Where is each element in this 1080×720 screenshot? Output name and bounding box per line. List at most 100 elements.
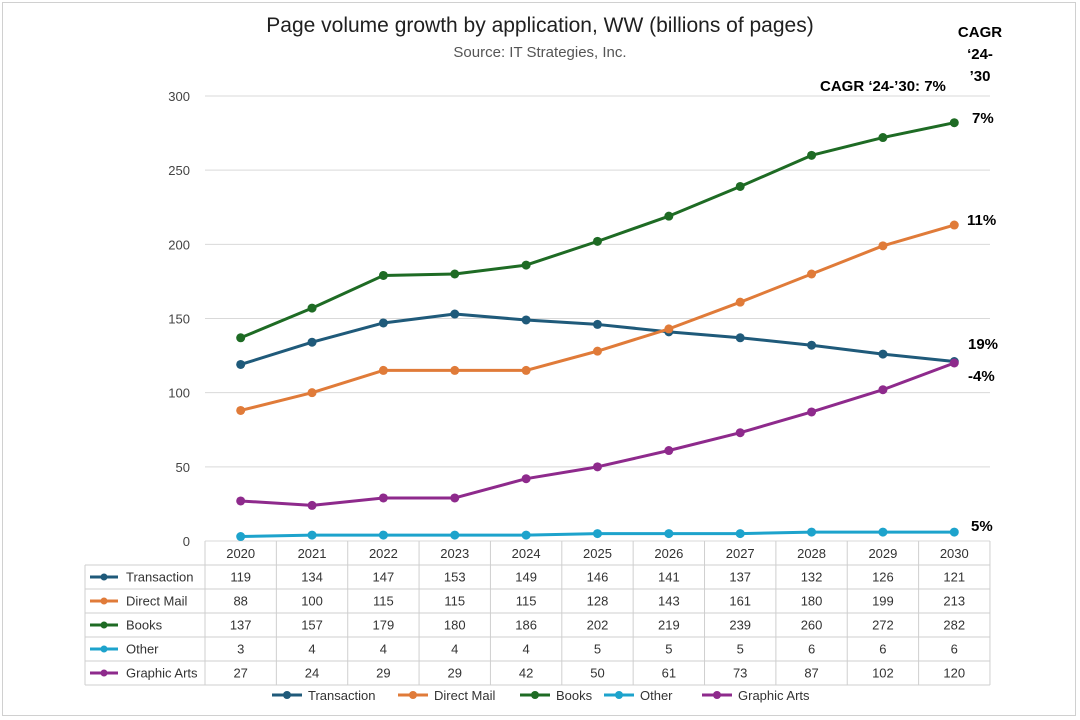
y-tick-label: 150 bbox=[168, 312, 190, 327]
table-cell: 121 bbox=[943, 570, 965, 585]
series-line bbox=[240, 121, 955, 340]
table-cell: 120 bbox=[943, 666, 965, 681]
table-cell: 102 bbox=[872, 666, 894, 681]
table-cell: 115 bbox=[444, 594, 465, 609]
table-cell: 100 bbox=[301, 594, 323, 609]
data-point bbox=[949, 527, 959, 537]
table-cell: 213 bbox=[943, 594, 965, 609]
table-series-label: Transaction bbox=[126, 570, 193, 585]
table-legend-marker bbox=[100, 645, 108, 653]
legend-marker bbox=[531, 691, 539, 699]
legend-marker bbox=[713, 691, 721, 699]
table-cell: 61 bbox=[662, 666, 676, 681]
table-cell: 126 bbox=[872, 570, 894, 585]
table-cell: 6 bbox=[879, 642, 886, 657]
table-cell: 4 bbox=[308, 642, 315, 657]
data-point bbox=[450, 309, 460, 319]
data-point bbox=[949, 358, 959, 368]
legend: Transaction Direct Mail Books Other Graphic … bbox=[272, 688, 810, 703]
data-point bbox=[735, 529, 745, 539]
table-cell: 153 bbox=[444, 570, 466, 585]
cagr-other: 5% bbox=[971, 518, 993, 535]
cagr-header: CAGR ‘24- ’30 bbox=[940, 22, 1020, 88]
data-point bbox=[450, 365, 460, 375]
series-lines bbox=[236, 118, 959, 542]
table-legend-marker bbox=[100, 621, 108, 629]
x-tick-label: 2024 bbox=[512, 546, 541, 561]
table-cell: 149 bbox=[515, 570, 537, 585]
data-point bbox=[236, 405, 246, 415]
x-tick-label: 2022 bbox=[369, 546, 398, 561]
table-cell: 132 bbox=[801, 570, 823, 585]
x-tick-label: 2025 bbox=[583, 546, 612, 561]
table-cell: 128 bbox=[587, 594, 609, 609]
table-cell: 282 bbox=[943, 618, 965, 633]
data-point bbox=[949, 220, 959, 230]
data-point bbox=[735, 181, 745, 191]
table-legend-marker bbox=[100, 573, 108, 581]
table-cell: 115 bbox=[516, 594, 537, 609]
table-cell: 4 bbox=[451, 642, 458, 657]
table-cell: 42 bbox=[519, 666, 533, 681]
data-point bbox=[236, 359, 246, 369]
table-series-label: Direct Mail bbox=[126, 594, 188, 609]
data-point bbox=[450, 493, 460, 503]
table-cell: 239 bbox=[729, 618, 751, 633]
y-tick-label: 0 bbox=[183, 534, 190, 549]
data-point bbox=[878, 349, 888, 359]
table-cell: 3 bbox=[237, 642, 244, 657]
table-cell: 186 bbox=[515, 618, 537, 633]
y-tick-label: 50 bbox=[176, 460, 190, 475]
data-point bbox=[378, 530, 388, 540]
data-point bbox=[807, 150, 817, 160]
table-cell: 87 bbox=[804, 666, 818, 681]
series-line bbox=[240, 223, 955, 412]
table-series-label: Graphic Arts bbox=[126, 666, 198, 681]
data-point bbox=[878, 527, 888, 537]
x-tick-label: 2030 bbox=[940, 546, 969, 561]
x-tick-label: 2023 bbox=[440, 546, 469, 561]
cagr-header-line-1: CAGR bbox=[957, 24, 1003, 41]
data-point bbox=[592, 346, 602, 356]
table-series-label: Books bbox=[126, 618, 163, 633]
data-point bbox=[307, 530, 317, 540]
data-point bbox=[521, 260, 531, 270]
data-point bbox=[664, 529, 674, 539]
legend-label: Books bbox=[556, 688, 593, 703]
legend-marker bbox=[615, 691, 623, 699]
data-point bbox=[378, 270, 388, 280]
data-point bbox=[878, 241, 888, 251]
data-point bbox=[450, 269, 460, 279]
cagr-books: 7% bbox=[972, 110, 994, 127]
table-cell: 6 bbox=[951, 642, 958, 657]
data-point bbox=[236, 532, 246, 542]
data-point bbox=[592, 462, 602, 472]
table-cell: 202 bbox=[587, 618, 609, 633]
data-point bbox=[592, 236, 602, 246]
data-point bbox=[521, 530, 531, 540]
data-point bbox=[735, 333, 745, 343]
data-point bbox=[735, 297, 745, 307]
data-point bbox=[592, 319, 602, 329]
data-point bbox=[807, 407, 817, 417]
y-tick-label: 200 bbox=[168, 237, 190, 252]
table-cell: 219 bbox=[658, 618, 680, 633]
table-series-label: Other bbox=[126, 642, 159, 657]
table-cell: 6 bbox=[808, 642, 815, 657]
cagr-transaction: -4% bbox=[968, 368, 995, 385]
data-point bbox=[521, 315, 531, 325]
data-table: 2020 2021 2022 2023 2024 2025 2026 2027 2028 2029… bbox=[84, 541, 991, 686]
table-cell: 157 bbox=[301, 618, 323, 633]
data-point bbox=[664, 446, 674, 456]
data-point bbox=[236, 333, 246, 343]
x-tick-label: 2020 bbox=[226, 546, 255, 561]
table-cell: 147 bbox=[373, 570, 395, 585]
legend-label: Direct Mail bbox=[434, 688, 496, 703]
table-cell: 27 bbox=[233, 666, 247, 681]
table-legend-marker bbox=[100, 669, 108, 677]
data-point bbox=[664, 211, 674, 221]
table-cell: 24 bbox=[305, 666, 319, 681]
table-cell: 141 bbox=[658, 570, 680, 585]
table-cell: 180 bbox=[801, 594, 823, 609]
